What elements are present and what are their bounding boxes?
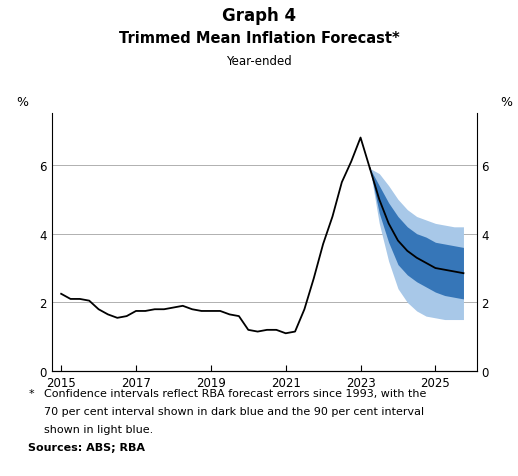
Text: 70 per cent interval shown in dark blue and the 90 per cent interval: 70 per cent interval shown in dark blue …: [44, 406, 424, 416]
Text: *: *: [28, 388, 34, 398]
Text: %: %: [500, 96, 512, 109]
Text: Year-ended: Year-ended: [226, 55, 292, 68]
Text: Graph 4: Graph 4: [222, 7, 296, 25]
Text: Confidence intervals reflect RBA forecast errors since 1993, with the: Confidence intervals reflect RBA forecas…: [44, 388, 426, 398]
Text: Trimmed Mean Inflation Forecast*: Trimmed Mean Inflation Forecast*: [119, 31, 399, 46]
Text: %: %: [16, 96, 28, 109]
Text: shown in light blue.: shown in light blue.: [44, 424, 153, 434]
Text: Sources: ABS; RBA: Sources: ABS; RBA: [28, 442, 146, 452]
